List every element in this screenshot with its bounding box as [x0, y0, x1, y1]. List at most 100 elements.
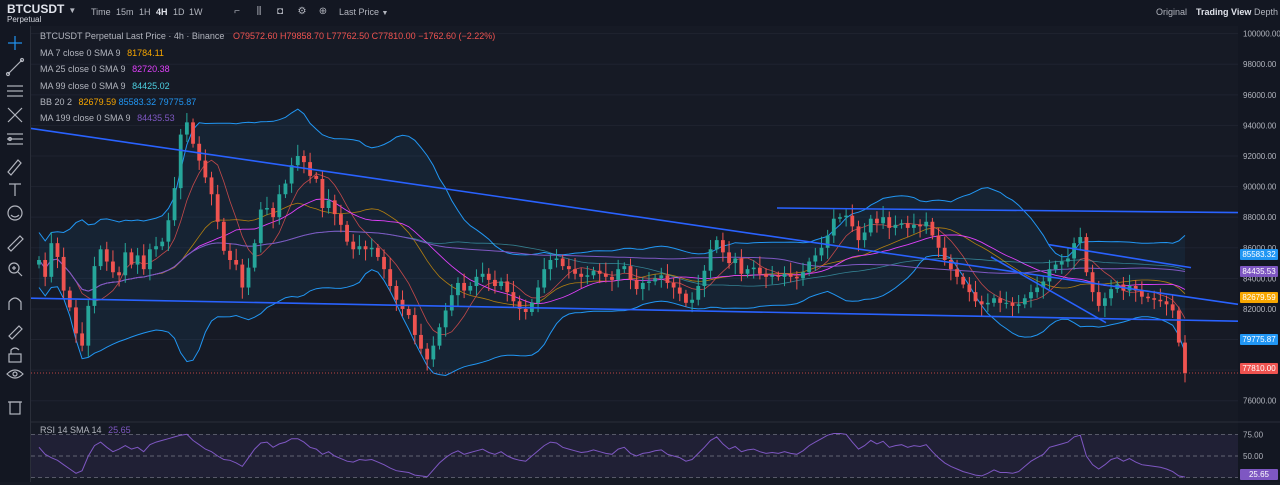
candle — [973, 280, 978, 307]
candle — [813, 247, 818, 271]
view-trading-view[interactable]: Trading View — [1196, 7, 1252, 17]
legend-ma199[interactable]: MA 199 close 0 SMA 9 84435.53 — [40, 113, 175, 123]
chevron-down-icon: ▼ — [381, 10, 389, 17]
ohlc-change: −1762.60 (−2.22%) — [418, 31, 496, 41]
candle — [123, 243, 128, 283]
pitchfork-icon[interactable] — [7, 107, 23, 123]
price-type-select[interactable]: Last Price ▼ — [339, 7, 388, 17]
trash-icon[interactable] — [8, 401, 22, 415]
candle — [1096, 280, 1101, 312]
candle — [727, 241, 731, 269]
interval-1h[interactable]: 1H — [139, 7, 151, 17]
horizontal-lines-icon[interactable] — [7, 85, 23, 97]
candle — [1102, 292, 1107, 318]
view-original[interactable]: Original — [1156, 7, 1188, 17]
ruler-icon[interactable] — [7, 235, 24, 252]
legend-ma25[interactable]: MA 25 close 0 SMA 9 82720.38 — [40, 64, 170, 74]
ma7-label: MA 7 close 0 SMA 9 — [40, 48, 121, 58]
tag-ma199: 84435.53 — [1240, 266, 1278, 277]
trendline[interactable] — [1048, 243, 1192, 269]
candle — [499, 277, 504, 290]
view-depth[interactable]: Depth — [1254, 7, 1279, 17]
candle — [807, 257, 812, 277]
trendline[interactable] — [31, 297, 1239, 322]
chart-type-icon[interactable]: ⌐ — [234, 6, 240, 17]
candle — [486, 268, 491, 292]
legend-bb[interactable]: BB 20 2 82679.59 85583.32 79775.87 — [40, 97, 196, 107]
candle — [1004, 291, 1009, 309]
eye-icon[interactable] — [6, 369, 24, 379]
candle — [1035, 276, 1040, 298]
settings-icon[interactable]: ⚙ — [297, 6, 307, 17]
candle — [363, 240, 368, 261]
candle — [252, 239, 257, 272]
interval-15m[interactable]: 15m — [116, 7, 134, 17]
add-indicator-icon[interactable]: ⊕ — [318, 6, 328, 17]
ma99-value: 84425.02 — [132, 81, 170, 91]
lock-pen-icon[interactable] — [8, 325, 23, 340]
camera-icon[interactable]: ◘ — [276, 6, 284, 17]
bb-label: BB 20 2 — [40, 97, 73, 107]
candle — [690, 292, 695, 313]
candle — [708, 239, 713, 279]
lock-icon[interactable] — [8, 347, 22, 363]
legend-ma99[interactable]: MA 99 close 0 SMA 9 84425.02 — [40, 81, 170, 91]
chart-title: BTCUSDT Perpetual Last Price · 4h · Bina… — [40, 31, 225, 41]
candle — [1059, 254, 1064, 274]
fib-tool-icon[interactable] — [7, 133, 23, 145]
interval-time[interactable]: Time — [91, 7, 111, 17]
candle — [1072, 237, 1077, 270]
interval-1w[interactable]: 1W — [189, 7, 203, 17]
candle — [579, 268, 584, 288]
trendline[interactable] — [990, 256, 1107, 324]
candle — [388, 258, 393, 292]
candle — [893, 215, 898, 236]
candle — [49, 232, 54, 283]
candle — [536, 280, 540, 313]
y-tick-label: 88000.00 — [1243, 213, 1277, 222]
candle — [117, 266, 122, 287]
legend-rsi[interactable]: RSI 14 SMA 14 25.65 — [40, 425, 131, 435]
text-tool-icon[interactable] — [9, 183, 21, 196]
y-tick-label: 90000.00 — [1243, 183, 1277, 192]
zoom-in-icon[interactable] — [8, 262, 23, 277]
candle — [566, 258, 571, 279]
candle — [111, 250, 115, 278]
magnet-icon[interactable] — [8, 297, 22, 310]
candle — [770, 265, 775, 285]
emoji-icon[interactable] — [7, 205, 23, 221]
candle — [714, 236, 719, 254]
brush-icon[interactable] — [7, 159, 22, 176]
trendline[interactable] — [31, 127, 1239, 306]
symbol-selector[interactable]: BTCUSDT ▼ — [7, 2, 76, 16]
candle — [1158, 288, 1163, 307]
interval-1d[interactable]: 1D — [173, 7, 185, 17]
candle — [172, 176, 177, 226]
bb-value-2: 85583.32 — [118, 97, 157, 107]
candle — [838, 213, 842, 223]
legend-ma7[interactable]: MA 7 close 0 SMA 9 81784.11 — [40, 48, 164, 58]
rsi-label: RSI 14 SMA 14 — [40, 425, 102, 435]
candle — [831, 209, 836, 244]
interval-4h[interactable]: 4H — [156, 7, 168, 17]
candle — [505, 273, 510, 302]
candle — [684, 289, 688, 307]
candle — [406, 305, 411, 319]
candle — [739, 249, 744, 282]
candle — [998, 290, 1003, 313]
symbol-name: BTCUSDT — [7, 2, 65, 16]
rsi-tick-label: 50.00 — [1243, 452, 1264, 461]
trendline[interactable] — [776, 207, 1239, 214]
candle — [74, 299, 78, 343]
price-chart[interactable]: 76000.0078000.0080000.0082000.0084000.00… — [31, 26, 1280, 482]
candle — [911, 213, 916, 234]
candle — [295, 144, 300, 171]
candle — [992, 294, 996, 307]
candle — [1047, 259, 1052, 289]
trendline-tool-icon[interactable] — [5, 57, 25, 77]
crosshair-icon[interactable] — [8, 36, 22, 50]
rsi-tick-label: 75.00 — [1243, 430, 1264, 439]
candles-icon[interactable]: ⫼ — [256, 6, 262, 17]
ma99-label: MA 99 close 0 SMA 9 — [40, 81, 126, 91]
candle — [634, 268, 639, 295]
